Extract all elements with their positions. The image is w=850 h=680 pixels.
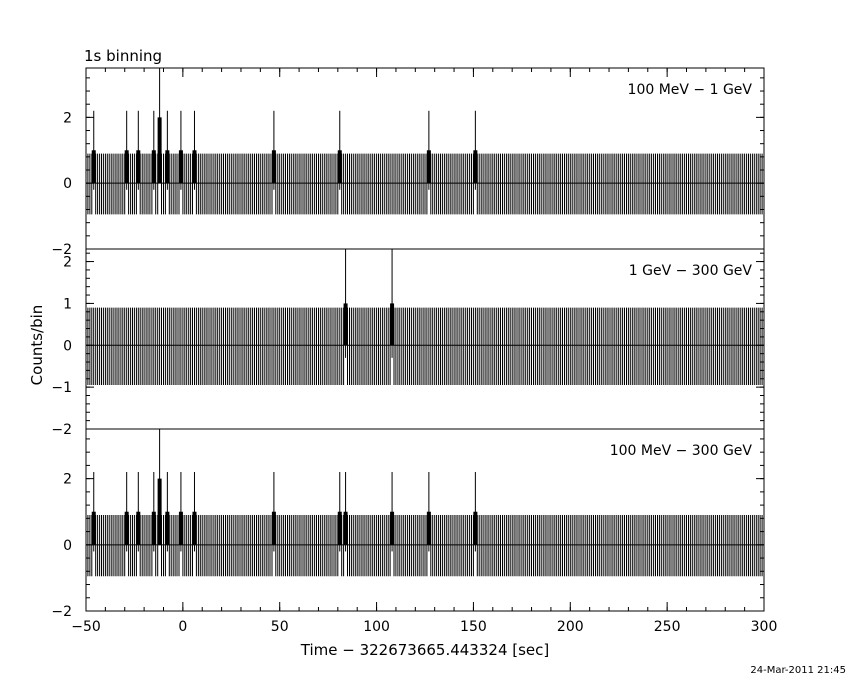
y-tick-label: 0 <box>63 176 72 192</box>
event-bar <box>157 117 162 184</box>
event-bar <box>124 150 129 184</box>
event-bar <box>337 511 342 545</box>
panel-energy-label: 100 MeV − 300 GeV <box>610 443 753 459</box>
panel-3: −2 0 2 100 MeV − 300 GeV <box>51 428 765 620</box>
y-tick-label: −2 <box>51 604 72 620</box>
panel-1: −2 0 2 100 MeV − 1 GeV <box>51 67 765 258</box>
panel-marks <box>86 68 764 215</box>
panel-energy-label: 100 MeV − 1 GeV <box>628 82 753 98</box>
background-error-bars <box>86 515 764 577</box>
event-bar <box>192 511 197 545</box>
panel-marks <box>86 429 764 577</box>
event-bar <box>91 511 96 545</box>
panel-frame <box>85 428 765 612</box>
event-bar <box>165 511 170 545</box>
x-tick-label: 100 <box>363 619 390 635</box>
background-error-bars <box>86 153 764 215</box>
y-tick-label: −2 <box>51 242 72 258</box>
event-bar <box>271 150 276 184</box>
panels-group: −2 0 2 100 MeV − 1 GeV −2 −1 0 1 2 1 GeV − 300 Ge… <box>51 67 765 620</box>
y-tick-label: 0 <box>63 538 72 554</box>
y-tick-label: 2 <box>63 255 72 271</box>
event-bar <box>473 150 478 184</box>
x-tick-label: −50 <box>71 619 101 635</box>
x-tick-label: 250 <box>654 619 681 635</box>
x-tick-label: 150 <box>460 619 487 635</box>
y-tick-label: −2 <box>51 422 72 438</box>
x-tick-label: 50 <box>271 619 289 635</box>
event-bar <box>426 150 431 184</box>
event-bar <box>343 511 348 545</box>
event-bar <box>390 511 395 545</box>
x-axis: −50 0 50 100 150 200 250 300 <box>71 68 777 635</box>
event-bar <box>151 150 156 184</box>
x-axis-title: Time − 322673665.443324 [sec] <box>300 641 550 659</box>
y-tick-label: −1 <box>51 380 72 396</box>
event-bar <box>192 150 197 184</box>
event-bar <box>271 511 276 545</box>
event-bar <box>136 511 141 545</box>
background-error-bars <box>86 307 764 385</box>
y-axis-title: Counts/bin <box>28 305 46 386</box>
x-tick-label: 200 <box>557 619 584 635</box>
event-bar <box>165 150 170 184</box>
event-bar <box>151 511 156 545</box>
event-bar <box>136 150 141 184</box>
timestamp-footer: 24-Mar-2011 21:45 <box>750 665 846 676</box>
y-tick-label: 0 <box>63 338 72 354</box>
panel-energy-label: 1 GeV − 300 GeV <box>629 263 753 279</box>
event-bar <box>473 511 478 545</box>
panel-2: −2 −1 0 1 2 1 GeV − 300 GeV <box>51 248 765 438</box>
y-tick-label: 2 <box>63 110 72 126</box>
event-bar <box>91 150 96 184</box>
x-tick-label: 300 <box>751 619 778 635</box>
y-tick-label: 1 <box>63 296 72 312</box>
event-bar <box>178 511 183 545</box>
panel-marks <box>86 249 764 385</box>
event-bar <box>157 478 162 545</box>
x-tick-label: 0 <box>178 619 187 635</box>
event-bar <box>343 303 348 346</box>
y-tick-label: 2 <box>63 472 72 488</box>
chart-title: 1s binning <box>84 47 162 65</box>
event-bar <box>124 511 129 545</box>
event-bar <box>390 303 395 346</box>
event-bar <box>426 511 431 545</box>
event-bar <box>337 150 342 184</box>
event-bar <box>178 150 183 184</box>
